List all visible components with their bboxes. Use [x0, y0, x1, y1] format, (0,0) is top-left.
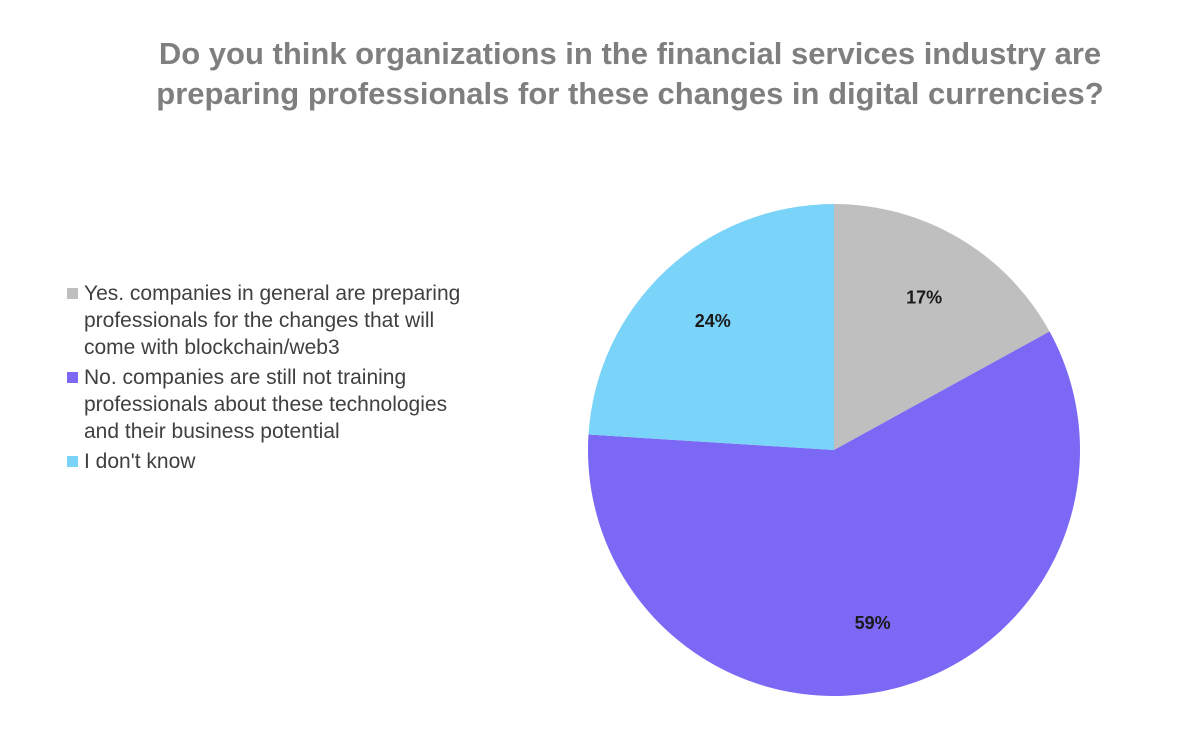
- pie-slice-no: [588, 331, 1080, 697]
- legend-item-yes: Yes. companies in general are preparing …: [64, 280, 464, 361]
- legend-swatch-dont-know: [67, 456, 78, 467]
- legend-item-no: No. companies are still not training pro…: [64, 364, 464, 445]
- pie-slice-yes: [834, 204, 1050, 450]
- legend-swatch-no: [67, 372, 78, 383]
- pie-slice-dont-know: [588, 204, 834, 450]
- legend-item-dont-know: I don't know: [64, 448, 464, 475]
- slice-label-no: 59%: [855, 613, 891, 633]
- legend-label-yes: Yes. companies in general are preparing …: [84, 282, 461, 359]
- legend-label-no: No. companies are still not training pro…: [84, 366, 448, 443]
- legend: Yes. companies in general are preparing …: [64, 280, 464, 478]
- chart-title: Do you think organizations in the financ…: [156, 36, 1104, 111]
- slice-label-dont-know: 24%: [695, 311, 731, 331]
- legend-label-dont-know: I don't know: [84, 450, 196, 473]
- slice-label-yes: 17%: [906, 288, 942, 308]
- legend-swatch-yes: [67, 288, 78, 299]
